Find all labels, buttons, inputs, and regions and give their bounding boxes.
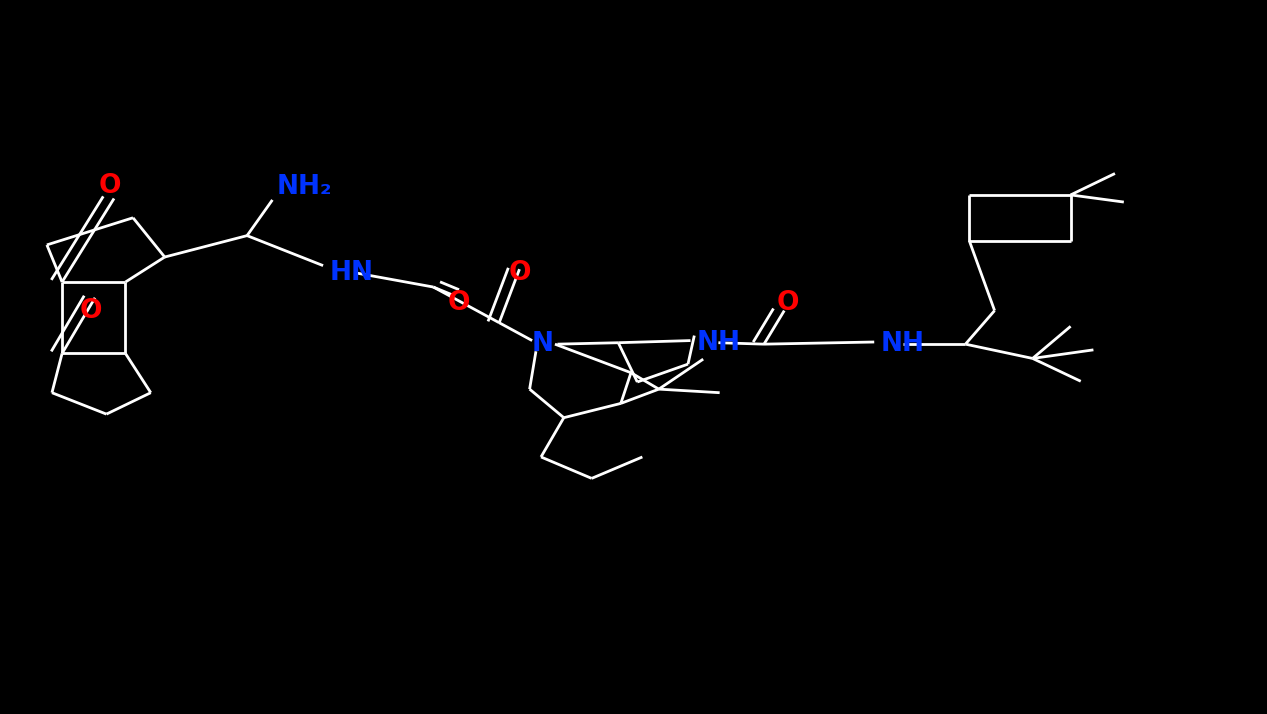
Text: NH₂: NH₂ <box>276 174 332 200</box>
Text: O: O <box>508 260 531 286</box>
Text: NH: NH <box>881 331 925 357</box>
Text: N: N <box>531 331 554 357</box>
Text: HN: HN <box>329 260 374 286</box>
Text: O: O <box>99 173 122 198</box>
Text: O: O <box>447 291 470 316</box>
Text: NH: NH <box>697 330 741 356</box>
Text: O: O <box>80 298 103 323</box>
Text: O: O <box>777 291 799 316</box>
